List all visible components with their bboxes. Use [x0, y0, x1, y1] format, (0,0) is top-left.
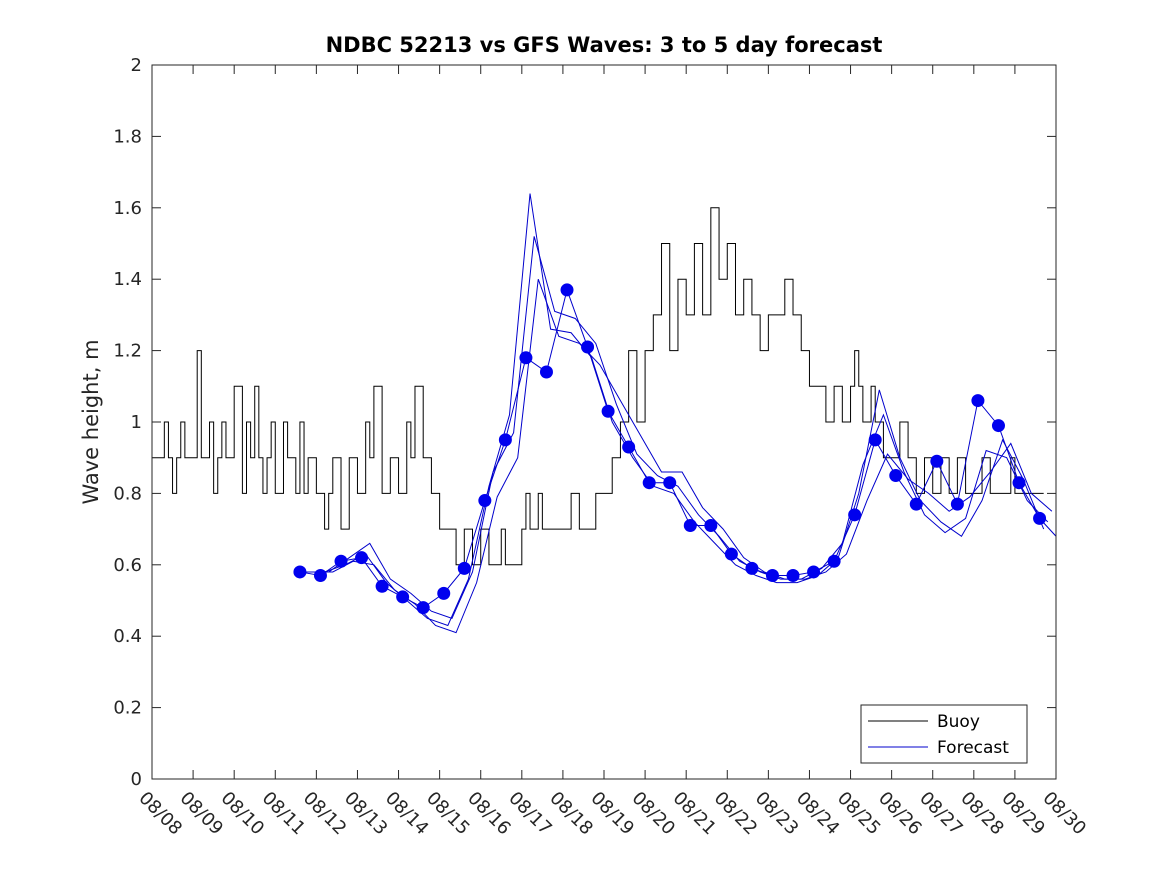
x-tick-label: 08/19	[586, 788, 638, 840]
y-tick-label: 0.8	[113, 483, 142, 504]
x-tick-label: 08/26	[874, 788, 926, 840]
forecast-marker	[313, 569, 327, 583]
forecast-marker	[745, 561, 759, 575]
forecast-marker	[396, 590, 410, 604]
x-tick-label: 08/08	[134, 788, 186, 840]
y-axis-label: Wave height, m	[79, 339, 103, 504]
forecast-line-4	[312, 279, 1053, 634]
forecast-marker	[765, 569, 779, 583]
x-tick-label: 08/24	[792, 788, 844, 840]
forecast-marker	[991, 419, 1005, 433]
x-tick-label: 08/29	[997, 788, 1049, 840]
forecast-marker	[1012, 476, 1026, 490]
forecast-marker	[560, 283, 574, 297]
forecast-marker	[827, 554, 841, 568]
x-tick-label: 08/22	[710, 788, 762, 840]
x-tick-label: 08/23	[751, 788, 803, 840]
forecast-marker	[889, 469, 903, 483]
legend-box	[860, 704, 1028, 764]
forecast-line-2	[308, 236, 1049, 619]
y-tick-label: 1.2	[113, 341, 142, 362]
y-tick-label: 1	[131, 412, 142, 433]
forecast-marker	[930, 454, 944, 468]
x-tick-label: 08/13	[340, 788, 392, 840]
forecast-marker	[622, 440, 636, 454]
forecast-marker	[416, 601, 430, 615]
forecast-marker	[437, 586, 451, 600]
y-tick-label: 1.6	[113, 198, 142, 219]
buoy-line	[152, 207, 1044, 566]
legend: Buoy Forecast	[860, 704, 1028, 764]
y-tick-label: 0.2	[113, 698, 142, 719]
y-tick-label: 1.8	[113, 126, 142, 147]
x-tick-label: 08/28	[956, 788, 1008, 840]
buoy-series-layer	[152, 207, 1044, 566]
forecast-marker	[909, 497, 923, 511]
axis-ticks	[151, 64, 1057, 780]
forecast-marker	[724, 547, 738, 561]
y-tick-label: 0	[131, 769, 142, 790]
forecast-marker	[375, 579, 389, 593]
x-tick-label: 08/16	[463, 788, 515, 840]
x-tick-label: 08/14	[381, 788, 433, 840]
forecast-marker	[1033, 511, 1047, 525]
forecast-marker	[581, 340, 595, 354]
forecast-marker	[848, 508, 862, 522]
forecast-marker	[663, 476, 677, 490]
y-tick-label: 0.4	[113, 626, 142, 647]
forecast-marker	[786, 569, 800, 583]
x-tick-label: 08/11	[258, 788, 310, 840]
x-tick-label: 08/12	[299, 788, 351, 840]
legend-buoy-label: Buoy	[937, 712, 980, 732]
x-tick-label: 08/17	[504, 788, 556, 840]
x-tick-label: 08/10	[217, 788, 269, 840]
x-tick-label: 08/27	[915, 788, 967, 840]
y-tick-label: 0.6	[113, 555, 142, 576]
forecast-marker	[457, 561, 471, 575]
forecast-marker	[683, 519, 697, 533]
x-tick-labels: 08/0808/0908/1008/1108/1208/1308/1408/15…	[134, 788, 1090, 840]
x-tick-label: 08/18	[545, 788, 597, 840]
y-tick-labels: 0 0.2 0.4 0.6 0.8 1 1.2 1.4 1.6 1.8 2	[113, 55, 142, 790]
y-tick-label: 1.4	[113, 269, 142, 290]
forecast-marker	[334, 554, 348, 568]
forecast-markers-layer	[293, 283, 1047, 615]
legend-forecast-label: Forecast	[937, 738, 1009, 758]
x-tick-label: 08/30	[1038, 788, 1090, 840]
forecast-marker	[355, 551, 369, 565]
x-tick-label: 08/20	[628, 788, 680, 840]
forecast-marker	[950, 497, 964, 511]
chart-title: NDBC 52213 vs GFS Waves: 3 to 5 day fore…	[326, 33, 883, 57]
forecast-marker	[539, 365, 553, 379]
forecast-marker	[868, 433, 882, 447]
x-tick-label: 08/09	[176, 788, 228, 840]
forecast-marker	[704, 519, 718, 533]
forecast-marker	[642, 476, 656, 490]
forecast-marker	[293, 565, 307, 579]
x-tick-label: 08/25	[833, 788, 885, 840]
plot-frame	[151, 64, 1057, 780]
forecast-marker	[498, 433, 512, 447]
forecast-marker	[807, 565, 821, 579]
y-tick-label: 2	[131, 55, 142, 76]
forecast-marker	[519, 351, 533, 365]
x-tick-label: 08/15	[422, 788, 474, 840]
forecast-marker	[601, 404, 615, 418]
x-tick-label: 08/21	[669, 788, 721, 840]
forecast-marker	[478, 494, 492, 508]
forecast-marker	[971, 394, 985, 408]
